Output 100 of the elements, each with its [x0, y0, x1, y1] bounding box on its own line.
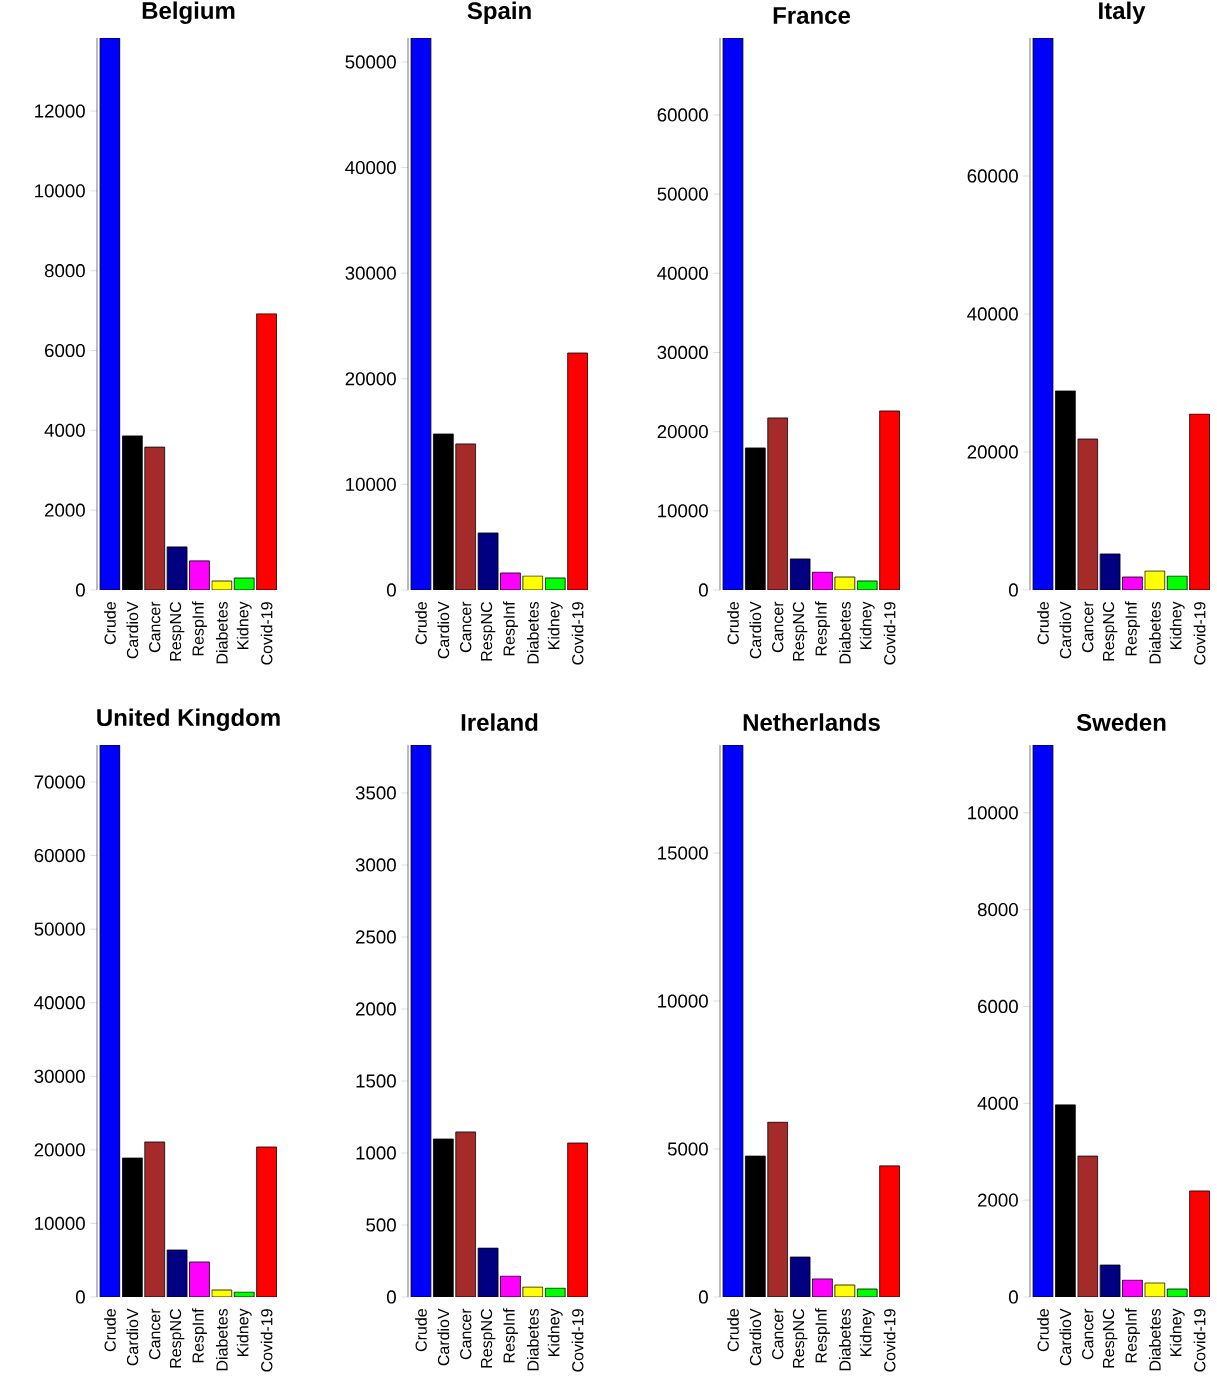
x-tick-label: Cancer [460, 1308, 472, 1360]
x-tick-label: Covid-19 [260, 1309, 273, 1372]
y-tick-label: 20000 [34, 1143, 85, 1157]
x-tick-label: Crude [415, 1309, 427, 1352]
x-tick-label: Diabetes [215, 601, 228, 664]
chart-title: Italy [1099, 1, 1146, 24]
chart-title: United Kingdom [97, 708, 280, 731]
y-tick-label: 10000 [35, 184, 85, 198]
x-tick-label: RespInf [192, 1308, 207, 1363]
y-tick-label: 8000 [977, 903, 1018, 917]
y-tick-label: 50000 [657, 187, 708, 201]
x-tick-label: RespInf [503, 1308, 518, 1363]
x-tick-label: Kidney [236, 1308, 252, 1356]
y-tick-label: 50000 [345, 55, 396, 69]
y-tick-label: 40000 [345, 160, 396, 175]
y-tick-label: 0 [75, 583, 85, 597]
x-tick-label: RespInf [192, 601, 207, 656]
x-tick-label: RespNC [480, 1309, 496, 1368]
x-tick-label: Cancer [460, 601, 472, 653]
x-tick-label: RespNC [792, 1309, 808, 1368]
y-tick-label: 0 [1008, 583, 1018, 597]
y-tick-label: 3500 [355, 786, 396, 800]
x-tick-label: Kidney [859, 601, 875, 649]
x-tick-label: Diabetes [526, 601, 539, 664]
x-tick-label: Kidney [236, 601, 252, 649]
y-tick-label: 0 [386, 1290, 396, 1304]
chart-title: France [773, 7, 851, 24]
y-tick-label: 10000 [968, 806, 1018, 820]
x-tick-label: Crude [727, 602, 739, 645]
y-tick-label: 2000 [978, 1193, 1018, 1207]
x-tick-label: Crude [1037, 602, 1049, 645]
x-tick-label: Kidney [547, 601, 563, 649]
x-tick-label: Covid-19 [883, 602, 896, 665]
y-tick-label: 60000 [657, 108, 708, 122]
y-tick-label: 10000 [346, 477, 396, 491]
x-tick-label: RespNC [169, 601, 185, 661]
x-tick-label: Cancer [1082, 601, 1094, 653]
y-tick-label: 12000 [35, 104, 85, 118]
y-tick-label: 4000 [977, 1096, 1018, 1110]
x-tick-label: Cancer [1082, 1308, 1094, 1360]
y-tick-label: 6000 [45, 343, 85, 358]
x-tick-label: CardioV [126, 601, 139, 659]
x-tick-label: RespInf [815, 1308, 830, 1363]
bar [1144, 570, 1166, 590]
x-tick-label: RespNC [1102, 1309, 1118, 1368]
x-tick-label: Covid-19 [883, 1309, 896, 1372]
x-tick-label: RespInf [815, 601, 830, 656]
y-tick-label: 20000 [967, 445, 1018, 459]
y-tick-label: 30000 [657, 345, 708, 360]
x-tick-label: Crude [415, 602, 427, 645]
x-tick-label: CardioV [749, 1308, 762, 1366]
chart-title: Netherlands [743, 713, 880, 731]
x-tick-label: Kidney [1169, 601, 1185, 649]
y-tick-label: 40000 [967, 307, 1018, 321]
y-tick-label: 20000 [657, 425, 708, 439]
y-tick-label: 500 [366, 1218, 396, 1232]
x-tick-label: CardioV [1059, 1308, 1072, 1366]
x-tick-label: RespNC [1102, 601, 1118, 661]
x-tick-label: Kidney [547, 1308, 563, 1356]
y-tick-label: 0 [698, 583, 708, 597]
y-tick-label: 4000 [44, 423, 85, 437]
x-tick-label: Cancer [772, 601, 784, 653]
y-tick-label: 40000 [34, 996, 85, 1010]
x-tick-label: Covid-19 [1193, 602, 1206, 665]
bar [211, 1289, 233, 1297]
x-tick-label: Diabetes [1148, 601, 1161, 664]
chart-title: Ireland [461, 713, 538, 731]
x-tick-label: Crude [104, 602, 116, 645]
chart-title: Belgium [142, 1, 235, 24]
x-tick-label: RespInf [503, 601, 518, 656]
y-tick-label: 15000 [658, 846, 708, 860]
x-tick-label: Crude [104, 1309, 116, 1352]
y-tick-label: 2000 [356, 1002, 396, 1016]
y-tick-label: 10000 [658, 994, 708, 1008]
y-tick-label: 60000 [34, 848, 85, 863]
x-tick-label: Cancer [772, 1308, 784, 1360]
x-tick-label: Cancer [149, 601, 161, 653]
chart-title: Sweden [1076, 713, 1166, 731]
y-tick-label: 60000 [967, 169, 1018, 183]
x-tick-label: CardioV [126, 1308, 139, 1366]
bar [99, 37, 121, 590]
y-tick-label: 30000 [345, 266, 396, 280]
y-tick-label: 0 [386, 583, 396, 597]
x-tick-label: Covid-19 [1193, 1309, 1206, 1372]
x-tick-label: Cancer [149, 1308, 161, 1360]
y-tick-label: 30000 [34, 1069, 85, 1083]
x-tick-label: Diabetes [1148, 1308, 1161, 1371]
x-tick-label: CardioV [437, 1308, 450, 1366]
x-tick-label: RespNC [169, 1309, 185, 1368]
x-tick-label: Diabetes [526, 1308, 539, 1371]
y-tick-label: 5000 [667, 1142, 708, 1156]
x-tick-label: Covid-19 [260, 602, 273, 665]
y-tick-label: 10000 [658, 504, 708, 518]
x-tick-label: Kidney [859, 1308, 875, 1356]
x-tick-label: RespNC [480, 601, 496, 661]
x-tick-label: Diabetes [838, 601, 851, 664]
x-tick-label: Diabetes [215, 1308, 228, 1371]
y-tick-label: 2500 [356, 930, 396, 944]
y-tick-label: 0 [1008, 1290, 1018, 1304]
x-tick-label: CardioV [437, 601, 450, 659]
